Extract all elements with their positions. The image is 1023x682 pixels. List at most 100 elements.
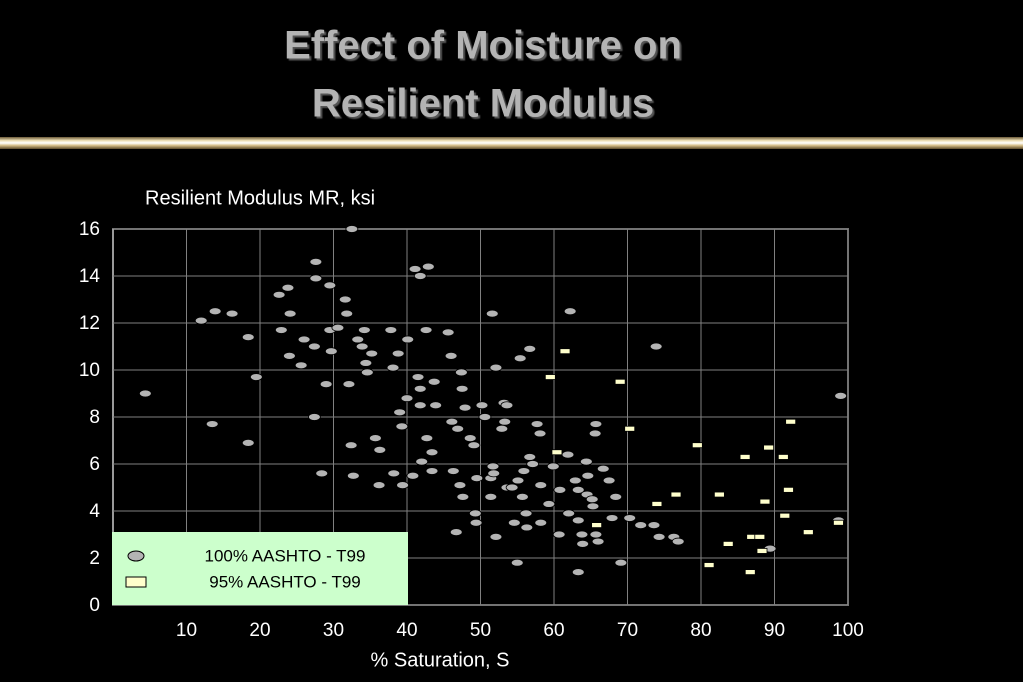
point bbox=[282, 351, 296, 360]
point bbox=[588, 429, 602, 438]
point bbox=[703, 562, 715, 568]
point bbox=[475, 401, 489, 410]
point bbox=[425, 448, 439, 457]
point bbox=[649, 342, 663, 351]
point bbox=[420, 434, 434, 443]
point bbox=[744, 569, 756, 575]
point bbox=[489, 363, 503, 372]
y-tick-label: 12 bbox=[79, 313, 100, 334]
slide-title: Resilient Modulus bbox=[312, 82, 654, 126]
y-tick-label: 0 bbox=[89, 595, 100, 616]
point bbox=[517, 467, 531, 475]
point bbox=[579, 457, 593, 466]
point bbox=[272, 290, 286, 299]
point bbox=[763, 444, 775, 451]
point bbox=[484, 492, 498, 501]
point bbox=[624, 425, 636, 432]
point bbox=[563, 307, 577, 316]
point bbox=[605, 514, 619, 522]
point bbox=[425, 467, 439, 475]
point bbox=[777, 454, 789, 460]
point bbox=[544, 374, 556, 380]
point bbox=[463, 434, 477, 443]
point bbox=[408, 265, 422, 273]
point bbox=[456, 492, 470, 501]
point bbox=[445, 417, 459, 426]
point bbox=[446, 467, 460, 475]
point bbox=[623, 514, 637, 522]
point bbox=[568, 476, 582, 485]
point bbox=[614, 558, 628, 567]
point bbox=[505, 483, 519, 492]
y-tick-label: 2 bbox=[89, 548, 100, 569]
point bbox=[406, 471, 420, 480]
point bbox=[586, 502, 600, 511]
point bbox=[351, 335, 365, 344]
point bbox=[395, 422, 409, 431]
slide-title: Effect of Moisture on bbox=[284, 24, 682, 68]
point bbox=[785, 418, 797, 425]
point bbox=[346, 471, 360, 480]
point bbox=[454, 368, 468, 377]
point bbox=[671, 537, 685, 546]
point bbox=[444, 351, 458, 360]
point bbox=[331, 323, 345, 332]
point bbox=[523, 453, 537, 461]
point bbox=[345, 225, 359, 233]
point bbox=[581, 471, 595, 480]
point bbox=[415, 457, 429, 466]
point bbox=[553, 485, 567, 494]
point bbox=[542, 500, 556, 508]
point bbox=[561, 450, 575, 459]
point bbox=[507, 518, 521, 527]
point bbox=[651, 501, 663, 507]
y-tick-label: 8 bbox=[89, 407, 100, 428]
point bbox=[534, 518, 548, 527]
point bbox=[469, 518, 483, 527]
point bbox=[274, 326, 288, 334]
point bbox=[138, 389, 152, 398]
point bbox=[559, 348, 571, 355]
point bbox=[470, 474, 484, 483]
y-tick-label: 10 bbox=[79, 360, 100, 381]
point bbox=[357, 326, 371, 334]
point bbox=[413, 384, 427, 393]
point bbox=[441, 328, 455, 337]
point bbox=[571, 485, 585, 494]
point bbox=[634, 521, 648, 529]
point bbox=[427, 377, 441, 386]
point bbox=[833, 519, 844, 526]
point bbox=[571, 516, 585, 525]
point bbox=[495, 424, 509, 433]
legend-label: 100% AASHTO - T99 bbox=[205, 546, 366, 565]
point bbox=[523, 344, 537, 353]
y-tick-label: 16 bbox=[79, 219, 100, 240]
point bbox=[802, 529, 814, 536]
point bbox=[739, 454, 751, 460]
point bbox=[546, 462, 560, 471]
x-tick-label: 100 bbox=[832, 620, 864, 641]
point bbox=[208, 307, 222, 316]
point bbox=[323, 281, 337, 290]
point bbox=[411, 373, 425, 381]
x-tick-label: 90 bbox=[764, 620, 785, 641]
legend-swatch bbox=[125, 576, 147, 588]
point bbox=[372, 481, 386, 490]
point bbox=[225, 309, 239, 318]
point bbox=[373, 445, 387, 454]
point bbox=[365, 349, 379, 358]
x-tick-label: 30 bbox=[323, 620, 344, 641]
point bbox=[283, 309, 297, 318]
point bbox=[249, 373, 263, 381]
point bbox=[591, 522, 603, 528]
point bbox=[513, 354, 527, 363]
point bbox=[526, 460, 540, 468]
point bbox=[355, 342, 369, 351]
legend-swatch bbox=[127, 550, 145, 562]
point bbox=[783, 486, 794, 493]
x-tick-label: 40 bbox=[396, 620, 417, 641]
point bbox=[754, 533, 766, 540]
y-tick-label: 4 bbox=[89, 501, 100, 522]
plot: 0 2 4 6 8 10 12 14 16 10 20 30 40 50 60 70 80 90 100 100% A… bbox=[79, 219, 864, 641]
point bbox=[576, 540, 590, 548]
